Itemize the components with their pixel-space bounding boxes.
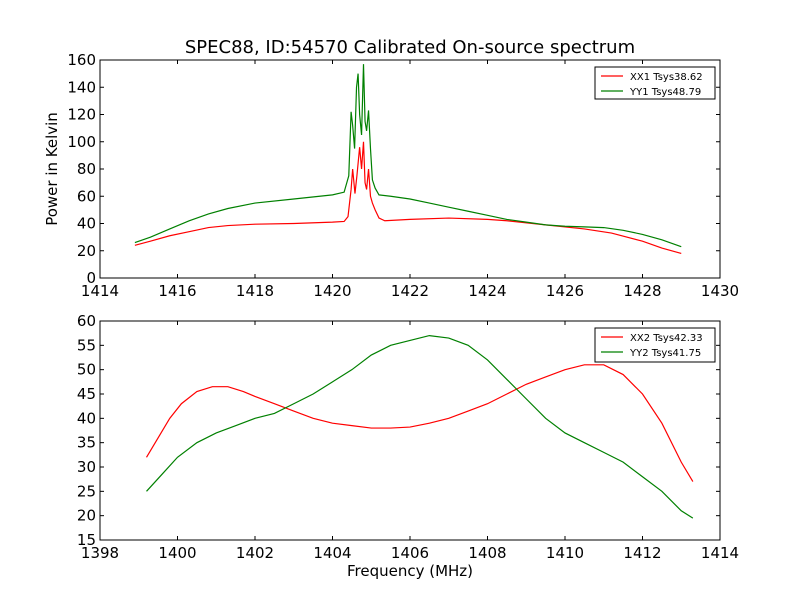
chart-top-series-line-1 — [134, 141, 682, 255]
chart-bottom-legend-label-1: XX2 Tsys42.33 — [630, 333, 703, 344]
chart-bottom-xtick-label: 1398 — [81, 544, 119, 562]
chart-bottom-xtick-label: 1406 — [391, 544, 429, 562]
chart-top-xtick-label: 1428 — [623, 282, 661, 300]
chart-bottom-ytick-label: 40 — [77, 409, 96, 427]
chart-bottom-ytick-label: 45 — [77, 385, 96, 403]
chart-top-ytick-label: 100 — [67, 133, 96, 151]
chart-top-xtick-label: 1424 — [468, 282, 506, 300]
chart-bottom-legend-box — [594, 327, 716, 363]
chart-bottom-ytick-label: 55 — [77, 336, 96, 354]
chart-top-ytick-label: 120 — [67, 106, 96, 124]
chart-bottom-xtick-label: 1402 — [236, 544, 274, 562]
chart-bottom-ytick-label: 30 — [77, 458, 96, 476]
chart-bottom-ytick-label: 35 — [77, 434, 96, 452]
chart-bottom-ytick-label: 60 — [77, 312, 96, 330]
chart-top-legend-label-2: YY1 Tsys48.79 — [629, 87, 701, 98]
chart-top-ylabel: Power in Kelvin — [43, 112, 61, 226]
chart-bottom-ytick-label: 20 — [77, 507, 96, 525]
chart-bottom-ytick-label: 15 — [77, 531, 96, 549]
chart-top-ytick-label: 40 — [77, 215, 96, 233]
chart-bottom-legend: XX2 Tsys42.33 YY2 Tsys41.75 — [594, 327, 716, 363]
chart-bottom-xtick-label: 1400 — [158, 544, 196, 562]
chart-bottom-xtick-label: 1412 — [623, 544, 661, 562]
chart-top-xtick-label: 1416 — [158, 282, 196, 300]
chart-bottom-series-line-1 — [145, 364, 694, 482]
chart-bottom-xtick-label: 1414 — [701, 544, 739, 562]
chart-bottom-ytick-label: 50 — [77, 361, 96, 379]
chart-top-xtick-label: 1414 — [81, 282, 119, 300]
chart-top-series-line-2 — [134, 64, 682, 248]
chart-top-ytick-label: 0 — [86, 269, 96, 287]
chart-top-ytick-label: 80 — [77, 160, 96, 178]
chart-bottom: Frequency (MHz) 1398 1400 1402 1404 1406 1408… — [77, 312, 739, 580]
chart-top-xtick-label: 1420 — [313, 282, 351, 300]
chart-bottom-xlabel: Frequency (MHz) — [347, 562, 473, 580]
chart-top-legend: XX1 Tsys38.62 YY1 Tsys48.79 — [594, 66, 716, 100]
chart-top-xtick-label: 1422 — [391, 282, 429, 300]
chart-top-xtick-label: 1418 — [236, 282, 274, 300]
chart-top-xtick-label: 1426 — [546, 282, 584, 300]
chart-bottom-series-line-2 — [146, 334, 694, 519]
chart-top-ytick-label: 60 — [77, 187, 96, 205]
chart-bottom-ytick-label: 25 — [77, 482, 96, 500]
chart-top-ytick-label: 140 — [67, 78, 96, 96]
chart-top: SPEC88, ID:54570 Calibrated On-source sp… — [43, 37, 739, 300]
chart-top-legend-label-1: XX1 Tsys38.62 — [630, 72, 703, 83]
chart-bottom-xtick-label: 1408 — [468, 544, 506, 562]
chart-top-legend-box — [594, 66, 716, 100]
chart-top-ticks: 1414 1416 1418 1420 1422 1424 1426 1428 1430 0 20 4… — [67, 51, 739, 300]
chart-bottom-ticks: 1398 1400 1402 1404 1406 1408 1410 1412 1414 15 20… — [77, 312, 739, 562]
chart-top-title: SPEC88, ID:54570 Calibrated On-source sp… — [185, 37, 635, 58]
chart-bottom-xtick-label: 1404 — [313, 544, 351, 562]
chart-top-ytick-label: 160 — [67, 51, 96, 69]
chart-top-xtick-label: 1430 — [701, 282, 739, 300]
chart-bottom-xtick-label: 1410 — [546, 544, 584, 562]
chart-top-ytick-label: 20 — [77, 242, 96, 260]
chart-bottom-legend-label-2: YY2 Tsys41.75 — [629, 348, 701, 359]
